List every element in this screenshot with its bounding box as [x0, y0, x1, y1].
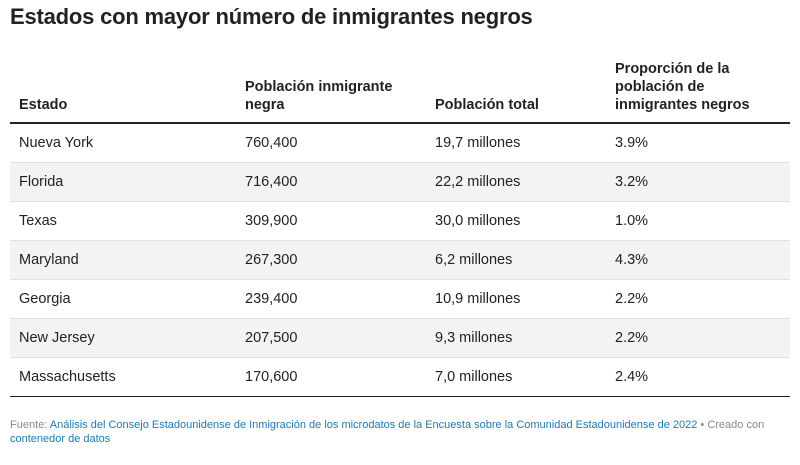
- cell-poblacion-inmigrante: 716,400: [245, 174, 298, 190]
- cell-estado: Florida: [19, 174, 64, 190]
- datawrapper-link[interactable]: contenedor de datos: [10, 433, 111, 445]
- cell-estado: Massachusetts: [19, 369, 116, 385]
- table-row: Georgia 239,400 10,9 millones 2.2%: [10, 280, 790, 319]
- table-header: Estado Población inmigrante negra Poblac…: [10, 56, 790, 124]
- cell-proporcion: 4.3%: [615, 252, 649, 268]
- cell-proporcion: 3.9%: [615, 135, 649, 151]
- source-footer: Fuente: Análisis del Consejo Estadounide…: [10, 418, 785, 446]
- cell-poblacion-total: 9,3 millones: [435, 330, 513, 346]
- cell-poblacion-inmigrante: 207,500: [245, 330, 298, 346]
- cell-proporcion: 3.2%: [615, 174, 649, 190]
- cell-poblacion-inmigrante: 760,400: [245, 135, 298, 151]
- table-body: Nueva York 760,400 19,7 millones 3.9% Fl…: [10, 124, 790, 397]
- table-title: Estados con mayor número de inmigrantes …: [10, 4, 533, 29]
- source-label: Fuente:: [10, 419, 48, 431]
- cell-poblacion-total: 7,0 millones: [435, 369, 513, 385]
- cell-estado: Maryland: [19, 252, 79, 268]
- cell-proporcion: 1.0%: [615, 213, 649, 229]
- cell-proporcion: 2.2%: [615, 330, 649, 346]
- cell-poblacion-total: 10,9 millones: [435, 291, 521, 307]
- cell-estado: Texas: [19, 213, 57, 229]
- cell-poblacion-inmigrante: 170,600: [245, 369, 298, 385]
- cell-poblacion-total: 19,7 millones: [435, 135, 521, 151]
- cell-estado: Nueva York: [19, 135, 94, 151]
- column-header-proporcion[interactable]: Proporción de la población de inmigrante…: [615, 61, 750, 113]
- cell-estado: New Jersey: [19, 330, 95, 346]
- table-row: New Jersey 207,500 9,3 millones 2.2%: [10, 319, 790, 358]
- cell-poblacion-total: 22,2 millones: [435, 174, 521, 190]
- data-table: Estado Población inmigrante negra Poblac…: [10, 56, 790, 397]
- cell-poblacion-total: 30,0 millones: [435, 213, 521, 229]
- table-row: Texas 309,900 30,0 millones 1.0%: [10, 202, 790, 241]
- created-label: Creado con: [707, 419, 765, 431]
- table-row: Nueva York 760,400 19,7 millones 3.9%: [10, 124, 790, 163]
- source-link[interactable]: Análisis del Consejo Estadounidense de I…: [49, 419, 698, 431]
- cell-proporcion: 2.4%: [615, 369, 649, 385]
- footer-separator: •: [700, 419, 705, 431]
- column-header-estado[interactable]: Estado: [19, 97, 68, 113]
- cell-estado: Georgia: [19, 291, 71, 307]
- table-row: Maryland 267,300 6,2 millones 4.3%: [10, 241, 790, 280]
- cell-proporcion: 2.2%: [615, 291, 649, 307]
- cell-poblacion-inmigrante: 309,900: [245, 213, 298, 229]
- cell-poblacion-inmigrante: 239,400: [245, 291, 298, 307]
- column-header-poblacion-inmigrante[interactable]: Población inmigrante negra: [245, 79, 393, 113]
- column-header-poblacion-total[interactable]: Población total: [435, 97, 539, 113]
- table-row: Massachusetts 170,600 7,0 millones 2.4%: [10, 358, 790, 397]
- cell-poblacion-inmigrante: 267,300: [245, 252, 298, 268]
- table-row: Florida 716,400 22,2 millones 3.2%: [10, 163, 790, 202]
- cell-poblacion-total: 6,2 millones: [435, 252, 513, 268]
